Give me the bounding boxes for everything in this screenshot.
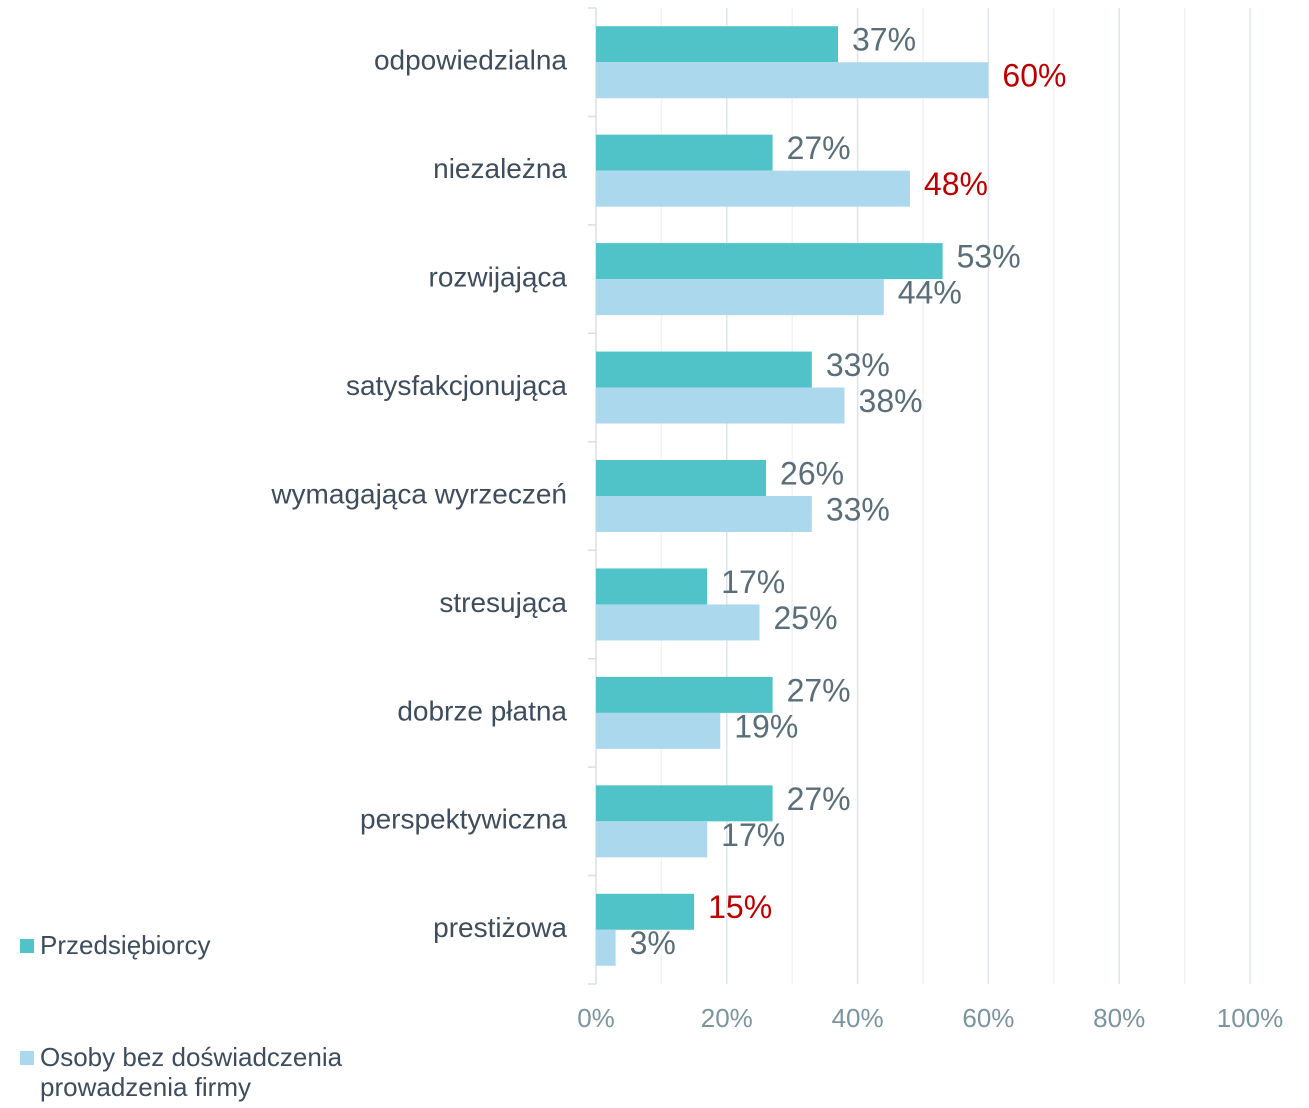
bar bbox=[596, 785, 773, 822]
category-label: dobrze płatna bbox=[397, 695, 567, 726]
bar bbox=[596, 243, 943, 280]
category-label: niezależna bbox=[433, 153, 567, 184]
category-label: wymagająca wyrzeczeń bbox=[270, 478, 567, 509]
bar bbox=[596, 351, 812, 388]
category-label: prestiżowa bbox=[433, 912, 567, 943]
value-label: 37% bbox=[852, 22, 916, 58]
value-label: 33% bbox=[826, 491, 890, 527]
bar bbox=[596, 676, 773, 713]
category-label: satysfakcjonująca bbox=[346, 370, 567, 401]
x-tick-label: 40% bbox=[832, 1003, 884, 1033]
bar bbox=[596, 62, 989, 99]
value-label: 53% bbox=[957, 239, 1021, 275]
bar bbox=[596, 893, 695, 930]
bar bbox=[596, 821, 708, 858]
bar bbox=[596, 460, 767, 496]
category-label: stresująca bbox=[439, 587, 567, 618]
value-label: 27% bbox=[787, 781, 851, 817]
category-label: perspektywiczna bbox=[360, 804, 567, 835]
legend-label: Przedsiębiorcy bbox=[40, 930, 211, 960]
value-label: 3% bbox=[630, 925, 676, 961]
value-label: 38% bbox=[859, 383, 923, 419]
bar bbox=[596, 568, 708, 605]
x-tick-label: 20% bbox=[701, 1003, 753, 1033]
value-label: 25% bbox=[774, 600, 838, 636]
legend-swatch bbox=[20, 1051, 34, 1065]
bar bbox=[596, 929, 616, 966]
bar bbox=[596, 496, 812, 532]
bar bbox=[596, 604, 760, 641]
bar bbox=[596, 712, 721, 749]
bar bbox=[596, 170, 910, 207]
value-label: 33% bbox=[826, 347, 890, 383]
value-label: 27% bbox=[787, 130, 851, 166]
category-label: odpowiedzialna bbox=[374, 45, 567, 76]
legend-label: Osoby bez doświadczenia prowadzenia firm… bbox=[40, 1042, 343, 1102]
value-label: 48% bbox=[924, 166, 988, 202]
x-tick-label: 0% bbox=[577, 1003, 615, 1033]
value-label: 19% bbox=[734, 708, 798, 744]
value-label: 17% bbox=[721, 564, 785, 600]
legend-item: Przedsiębiorcy bbox=[20, 930, 400, 960]
value-label: 27% bbox=[787, 672, 851, 708]
bar bbox=[596, 134, 773, 171]
x-tick-label: 100% bbox=[1217, 1003, 1284, 1033]
bar bbox=[596, 26, 838, 63]
bar bbox=[596, 387, 845, 424]
x-tick-label: 60% bbox=[962, 1003, 1014, 1033]
legend-item: Osoby bez doświadczenia prowadzenia firm… bbox=[20, 1042, 400, 1102]
value-label: 15% bbox=[708, 889, 772, 925]
legend-swatch bbox=[20, 939, 34, 953]
value-label: 60% bbox=[1002, 58, 1066, 94]
bar bbox=[596, 279, 884, 316]
value-label: 44% bbox=[898, 275, 962, 311]
x-tick-label: 80% bbox=[1093, 1003, 1145, 1033]
category-label: rozwijająca bbox=[429, 262, 568, 293]
value-label: 17% bbox=[721, 817, 785, 853]
value-label: 26% bbox=[780, 455, 844, 491]
